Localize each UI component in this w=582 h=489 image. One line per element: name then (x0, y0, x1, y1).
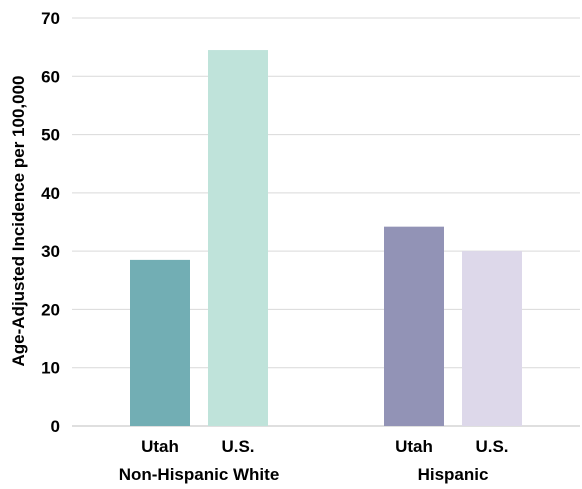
y-tick-label: 10 (41, 359, 60, 378)
bar (384, 226, 444, 426)
bar-category-label: U.S. (475, 437, 508, 456)
y-tick-label: 70 (41, 9, 60, 28)
y-tick-label: 40 (41, 184, 60, 203)
bar-category-label: Utah (395, 437, 433, 456)
y-tick-label: 60 (41, 67, 60, 86)
x-axis-labels: Utah U.S. Non-Hispanic White Utah U.S. Hispan… (119, 437, 509, 484)
y-tick-label: 30 (41, 242, 60, 261)
y-tick-label: 0 (51, 417, 60, 436)
bar (462, 251, 522, 426)
bar-category-label: U.S. (221, 437, 254, 456)
bar-category-label: Utah (141, 437, 179, 456)
y-tick-label: 20 (41, 300, 60, 319)
y-tick-label: 50 (41, 126, 60, 145)
y-axis-label: Age-Adjusted Incidence per 100,000 (9, 76, 28, 367)
bars (130, 50, 522, 427)
group-label: Non-Hispanic White (119, 465, 280, 484)
bar (208, 50, 268, 427)
bar (130, 259, 190, 426)
group-label: Hispanic (418, 465, 489, 484)
y-axis-ticks: 0 10 20 30 40 50 60 70 (41, 9, 60, 436)
